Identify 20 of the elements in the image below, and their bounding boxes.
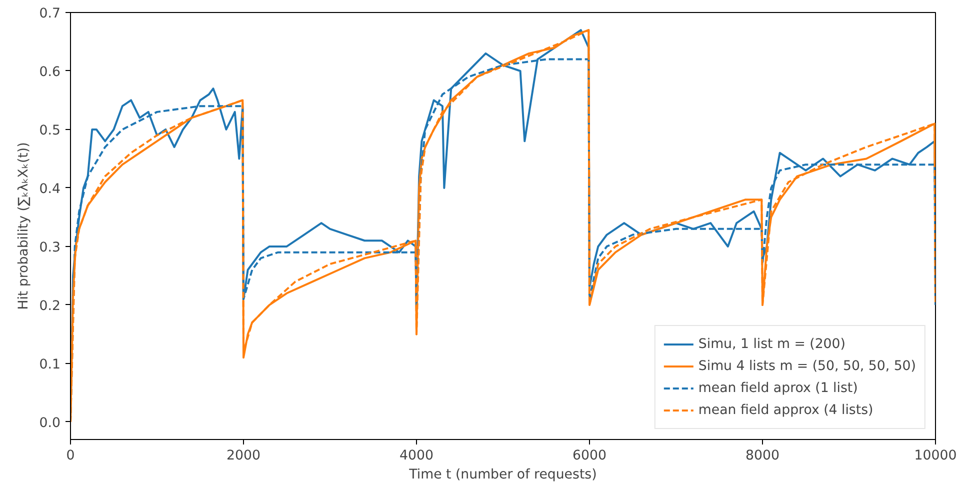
y-tick-label: 0.2 bbox=[39, 298, 61, 314]
y-tick-label: 0.4 bbox=[39, 182, 61, 197]
legend-label: mean field approx (4 lists) bbox=[698, 402, 874, 418]
x-tick-label: 8000 bbox=[746, 448, 780, 464]
x-tick-label: 0 bbox=[66, 448, 75, 464]
y-tick-label: 0.5 bbox=[39, 123, 61, 138]
x-axis-title: Time t (number of requests) bbox=[408, 468, 597, 482]
x-tick-label: 2000 bbox=[226, 448, 260, 464]
y-tick-label: 0.1 bbox=[39, 357, 61, 372]
legend-label: mean field aprox (1 list) bbox=[698, 380, 858, 396]
legend-label: Simu 4 lists m = (50, 50, 50, 50) bbox=[698, 358, 916, 374]
y-tick-label: 0.3 bbox=[39, 240, 61, 256]
x-tick-label: 6000 bbox=[572, 448, 606, 464]
y-axis-title: Hit probability (∑ₖλₖXₖ(t)) bbox=[16, 142, 32, 310]
y-tick-label: 0.0 bbox=[39, 416, 61, 431]
x-tick-label: 4000 bbox=[400, 448, 434, 464]
x-tick-label: 10000 bbox=[914, 448, 957, 464]
legend-label: Simu, 1 list m = (200) bbox=[698, 336, 846, 352]
y-tick-label: 0.6 bbox=[39, 64, 61, 80]
y-tick-label: 0.7 bbox=[39, 6, 61, 22]
